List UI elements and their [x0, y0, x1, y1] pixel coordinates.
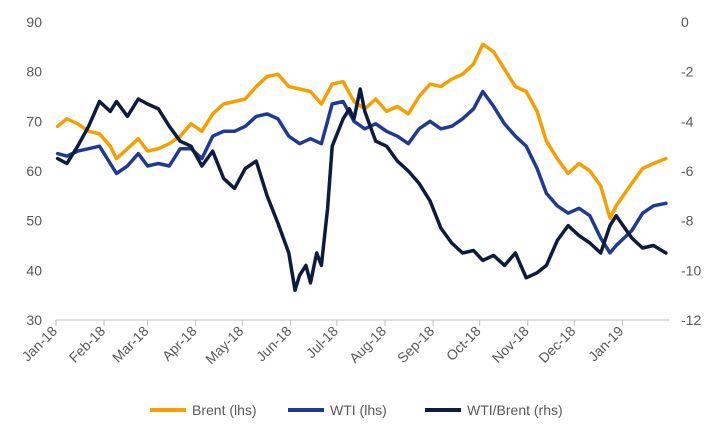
x-tick-label: May-18	[202, 323, 246, 367]
y-right-tick-label: -4	[681, 113, 694, 129]
legend-label-brent-lhs: Brent (lhs)	[192, 402, 257, 418]
x-tick-label: Sep-18	[394, 323, 437, 366]
x-tick-label: Jul-18	[303, 323, 341, 361]
y-left-tick-label: 50	[26, 213, 42, 229]
x-tick-label: Jan-19	[585, 323, 627, 365]
x-tick-label: Dec-18	[535, 323, 578, 366]
y-left-tick-label: 30	[26, 312, 42, 328]
legend-label-wti-lhs: WTI (lhs)	[330, 402, 387, 418]
x-tick-label: Oct-18	[443, 323, 484, 364]
series-line-wti-lhs	[55, 89, 668, 255]
x-tick-label: Mar-18	[109, 323, 152, 366]
y-right-tick-label: -8	[681, 213, 694, 229]
legend-label-wti-brent-rhs: WTI/Brent (rhs)	[467, 402, 563, 418]
x-tick-label: Jan-18	[19, 323, 61, 365]
y-left-tick-label: 60	[26, 163, 42, 179]
y-right-tick-label: 0	[681, 14, 689, 30]
x-tick-label: Nov-18	[489, 323, 532, 366]
series-layer	[55, 42, 668, 292]
y-left-tick-label: 40	[26, 262, 42, 278]
y-left-tick-label: 90	[26, 14, 42, 30]
axes: 30 40 50 60 70 80 90 -12 -10 -8 -6 -4 -2 0 Jan-18 Feb-1…	[19, 14, 702, 367]
x-tick-label: Feb-18	[66, 323, 109, 366]
y-right-tick-label: -2	[681, 64, 694, 80]
legend: Brent (lhs) WTI (lhs) WTI/Brent (rhs)	[150, 402, 563, 418]
y-right-tick-label: -6	[681, 163, 694, 179]
y-left-tick-label: 70	[26, 113, 42, 129]
x-tick-label: Apr-18	[159, 323, 200, 364]
series-line-wti-brent-rhs	[55, 87, 668, 292]
series-line-brent-lhs	[55, 42, 668, 220]
y-right-tick-label: -10	[681, 262, 701, 278]
y-left-tick-label: 80	[26, 64, 42, 80]
x-tick-label: Aug-18	[346, 323, 389, 366]
x-tick-label: Jun-18	[253, 323, 295, 365]
y-right-tick-label: -12	[681, 312, 701, 328]
